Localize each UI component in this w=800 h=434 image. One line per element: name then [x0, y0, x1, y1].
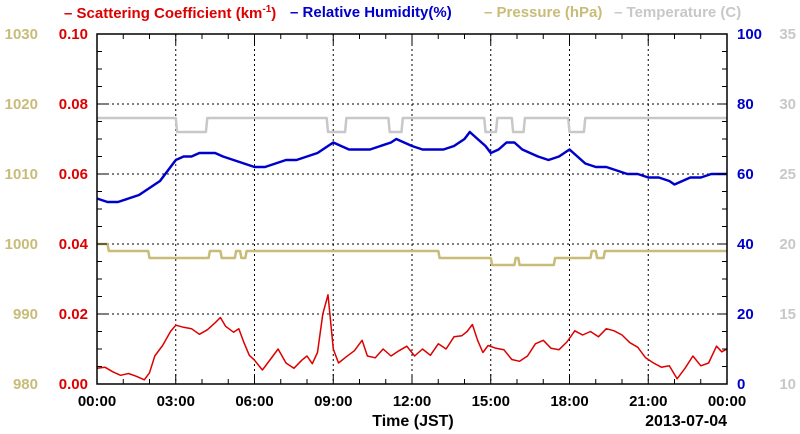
temperature-tick-label: 15 [779, 306, 796, 323]
x-tick-label: 00:00 [78, 393, 116, 410]
series-line-pressure [97, 242, 727, 267]
legend-scattering-text: Scattering Coefficient (km [76, 5, 263, 22]
grid-lines [97, 34, 727, 384]
series-line-humidity [96, 130, 727, 204]
axis-labels: 98099010001010102010300.000.020.040.060.… [5, 26, 796, 430]
temperature-tick-label: 35 [779, 26, 796, 43]
humidity-tick-label: 20 [737, 306, 754, 323]
series-line-scattering [96, 294, 728, 381]
pressure-tick-label: 1020 [5, 96, 38, 113]
x-axis-title: Time (JST) [372, 413, 454, 430]
x-tick-label: 18:00 [550, 393, 588, 410]
humidity-tick-label: 80 [737, 96, 754, 113]
series-lines [96, 116, 728, 381]
scattering-tick-label: 0.08 [59, 96, 88, 113]
scattering-tick-label: 0.00 [59, 376, 88, 393]
chart-legend: – Scattering Coefficient (km-1) – Relati… [0, 4, 800, 26]
legend-scattering-exponent: -1 [262, 4, 272, 15]
legend-temperature-text: Temperature (C) [626, 4, 742, 21]
legend-temperature: – Temperature (C) [614, 4, 742, 21]
legend-scattering-close: ) [271, 5, 277, 22]
temperature-tick-label: 30 [779, 96, 796, 113]
humidity-tick-label: 40 [737, 236, 754, 253]
x-tick-label: 09:00 [314, 393, 352, 410]
x-tick-label: 12:00 [393, 393, 431, 410]
temperature-tick-label: 20 [779, 236, 796, 253]
x-tick-label: 06:00 [235, 393, 273, 410]
humidity-tick-label: 60 [737, 166, 754, 183]
scattering-tick-label: 0.06 [59, 166, 88, 183]
pressure-tick-label: 980 [13, 376, 38, 393]
date-label: 2013-07-04 [645, 413, 727, 430]
legend-scattering: – Scattering Coefficient (km-1) [64, 4, 277, 22]
scattering-tick-label: 0.04 [59, 236, 89, 253]
humidity-tick-label: 100 [737, 26, 762, 43]
series-line-temperature [97, 116, 727, 134]
x-tick-label: 03:00 [157, 393, 195, 410]
legend-pressure-text: Pressure (hPa) [496, 4, 603, 21]
x-tick-label: 21:00 [629, 393, 667, 410]
humidity-tick-label: 0 [737, 376, 745, 393]
legend-humidity: – Relative Humidity(%) [290, 4, 452, 21]
pressure-tick-label: 1000 [5, 236, 38, 253]
plot-frame [96, 33, 728, 385]
legend-humidity-text: Relative Humidity(%) [302, 4, 452, 21]
pressure-tick-label: 1030 [5, 26, 38, 43]
pressure-tick-label: 1010 [5, 166, 38, 183]
pressure-tick-label: 990 [13, 306, 38, 323]
temperature-tick-label: 10 [779, 376, 796, 393]
scattering-tick-label: 0.10 [59, 26, 88, 43]
legend-pressure: – Pressure (hPa) [484, 4, 603, 21]
x-tick-label: 15:00 [472, 393, 510, 410]
scattering-tick-label: 0.02 [59, 306, 88, 323]
temperature-tick-label: 25 [779, 166, 796, 183]
x-tick-label: 00:00 [708, 393, 746, 410]
